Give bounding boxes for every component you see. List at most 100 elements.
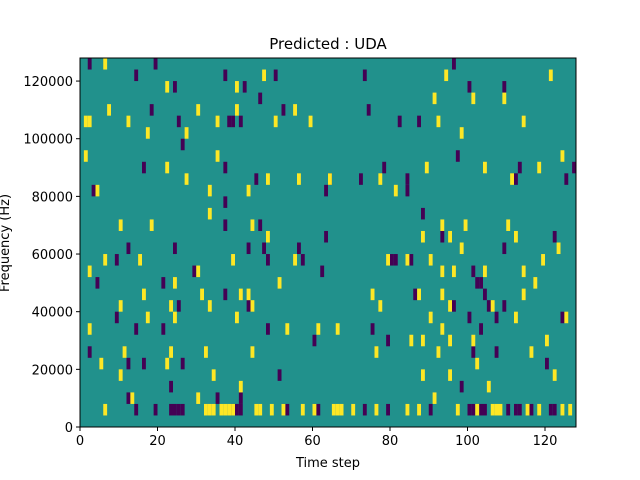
heatmap-cell-high	[393, 184, 398, 197]
heatmap-cell-high	[95, 184, 100, 197]
heatmap-cell-low	[514, 173, 518, 185]
heatmap-cell-low	[223, 161, 228, 174]
heatmap-cell-low	[428, 403, 433, 416]
heatmap-cell-low	[223, 196, 228, 208]
heatmap-cell-low	[87, 346, 92, 358]
heatmap-cell-low	[266, 254, 270, 266]
heatmap-cell-high	[207, 403, 212, 416]
heatmap-cell-low	[277, 369, 282, 381]
heatmap-cell-high	[258, 403, 263, 416]
heatmap-cell-high	[405, 403, 410, 416]
heatmap-cell-low	[258, 92, 263, 105]
heatmap-cell-high	[246, 288, 251, 301]
heatmap-cell-high	[510, 173, 514, 185]
heatmap-cell-high	[421, 230, 425, 243]
heatmap-cell-high	[374, 403, 379, 416]
x-tick-label: 100	[455, 434, 480, 449]
heatmap-cell-high	[328, 173, 332, 185]
heatmap-cell-low	[316, 403, 321, 416]
heatmap-cell-low	[254, 173, 259, 185]
heatmap-cell-high	[122, 346, 127, 358]
heatmap-cell-high	[440, 288, 445, 301]
heatmap-cell-low	[300, 254, 305, 266]
y-tick-label: 40000	[32, 306, 73, 321]
heatmap-cell-low	[362, 403, 367, 416]
heatmap-cell-high	[204, 403, 208, 416]
heatmap-cell-low	[161, 277, 166, 289]
heatmap-cell-high	[293, 104, 297, 116]
heatmap-cell-high	[312, 403, 317, 416]
heatmap-cell-low	[552, 403, 557, 416]
heatmap-cell-high	[417, 288, 421, 301]
heatmap-cell-high	[231, 403, 235, 416]
heatmap-cell-high	[541, 254, 545, 266]
heatmap-cell-low	[366, 104, 371, 116]
heatmap-cell-low	[467, 403, 472, 416]
heatmap-cell-high	[428, 311, 433, 324]
heatmap-cell-high	[455, 403, 460, 416]
heatmap-cell-low	[413, 288, 418, 301]
heatmap-cell-high	[219, 403, 224, 416]
heatmap-cell-high	[537, 403, 542, 416]
heatmap-cell-low	[405, 173, 410, 185]
heatmap-cell-low	[545, 357, 549, 370]
heatmap-cell-low	[285, 403, 290, 416]
heatmap-cell-low	[471, 346, 476, 358]
heatmap-cell-high	[564, 311, 569, 324]
heatmap-cell-low	[114, 254, 119, 266]
heatmap-cell-low	[297, 242, 301, 255]
heatmap-cell-low	[142, 161, 146, 174]
heatmap-cell-high	[250, 300, 255, 312]
heatmap-cell-high	[409, 334, 414, 347]
heatmap-cell-low	[87, 58, 92, 70]
heatmap-cell-high	[103, 403, 108, 416]
heatmap-cell-high	[448, 369, 452, 381]
heatmap-cell-high	[471, 334, 476, 347]
heatmap-cell-high	[471, 92, 476, 105]
y-tick-label: 20000	[32, 363, 73, 378]
heatmap-cell-low	[564, 173, 569, 185]
heatmap-cell-low	[467, 311, 472, 324]
heatmap-cell-high	[285, 323, 290, 335]
heatmap-cell-high	[149, 219, 154, 231]
heatmap-cell-high	[568, 403, 573, 416]
y-tick-label: 120000	[23, 75, 73, 90]
heatmap-cell-high	[486, 380, 491, 393]
heatmap-cell-low	[455, 150, 460, 162]
heatmap-cell-high	[145, 127, 150, 139]
heatmap-cell-low	[483, 288, 487, 301]
heatmap-cell-high	[440, 323, 445, 335]
heatmap-cell-low	[169, 380, 173, 393]
heatmap-cell-high	[184, 127, 189, 139]
heatmap-cell-low	[180, 403, 185, 416]
heatmap-cell-high	[211, 403, 216, 416]
heatmap-cell-low	[486, 300, 491, 312]
heatmap-cell-high	[316, 323, 321, 335]
heatmap-cell-high	[448, 230, 452, 243]
heatmap-cell-high	[339, 403, 344, 416]
heatmap-cell-high	[421, 369, 425, 381]
heatmap-cell-high	[297, 173, 301, 185]
heatmap-cell-low	[134, 69, 139, 82]
heatmap-cell-high	[130, 392, 135, 404]
y-axis: 0 20000 40000 60000 80000 100000 120000	[23, 75, 80, 436]
heatmap-cell-low	[514, 403, 518, 416]
heatmap-cell-high	[200, 288, 204, 301]
heatmap-cell-high	[521, 265, 526, 278]
heatmap-cell-high	[475, 403, 480, 416]
heatmap-cell-high	[145, 311, 150, 324]
heatmap-cell-high	[207, 207, 212, 220]
heatmap-cell-high	[502, 92, 507, 105]
heatmap-cell-high	[142, 288, 146, 301]
heatmap-cell-high	[463, 219, 468, 231]
heatmap-cell-low	[91, 184, 96, 197]
heatmap-cell-high	[215, 115, 220, 128]
heatmap-cell-high	[138, 254, 142, 266]
heatmap-cell-high	[266, 230, 270, 243]
heatmap-cell-low	[324, 230, 328, 243]
heatmap-cell-low	[471, 265, 476, 278]
heatmap-cell-low	[114, 311, 119, 324]
heatmap-cell-high	[548, 69, 553, 82]
heatmap-cell-low	[215, 392, 220, 404]
